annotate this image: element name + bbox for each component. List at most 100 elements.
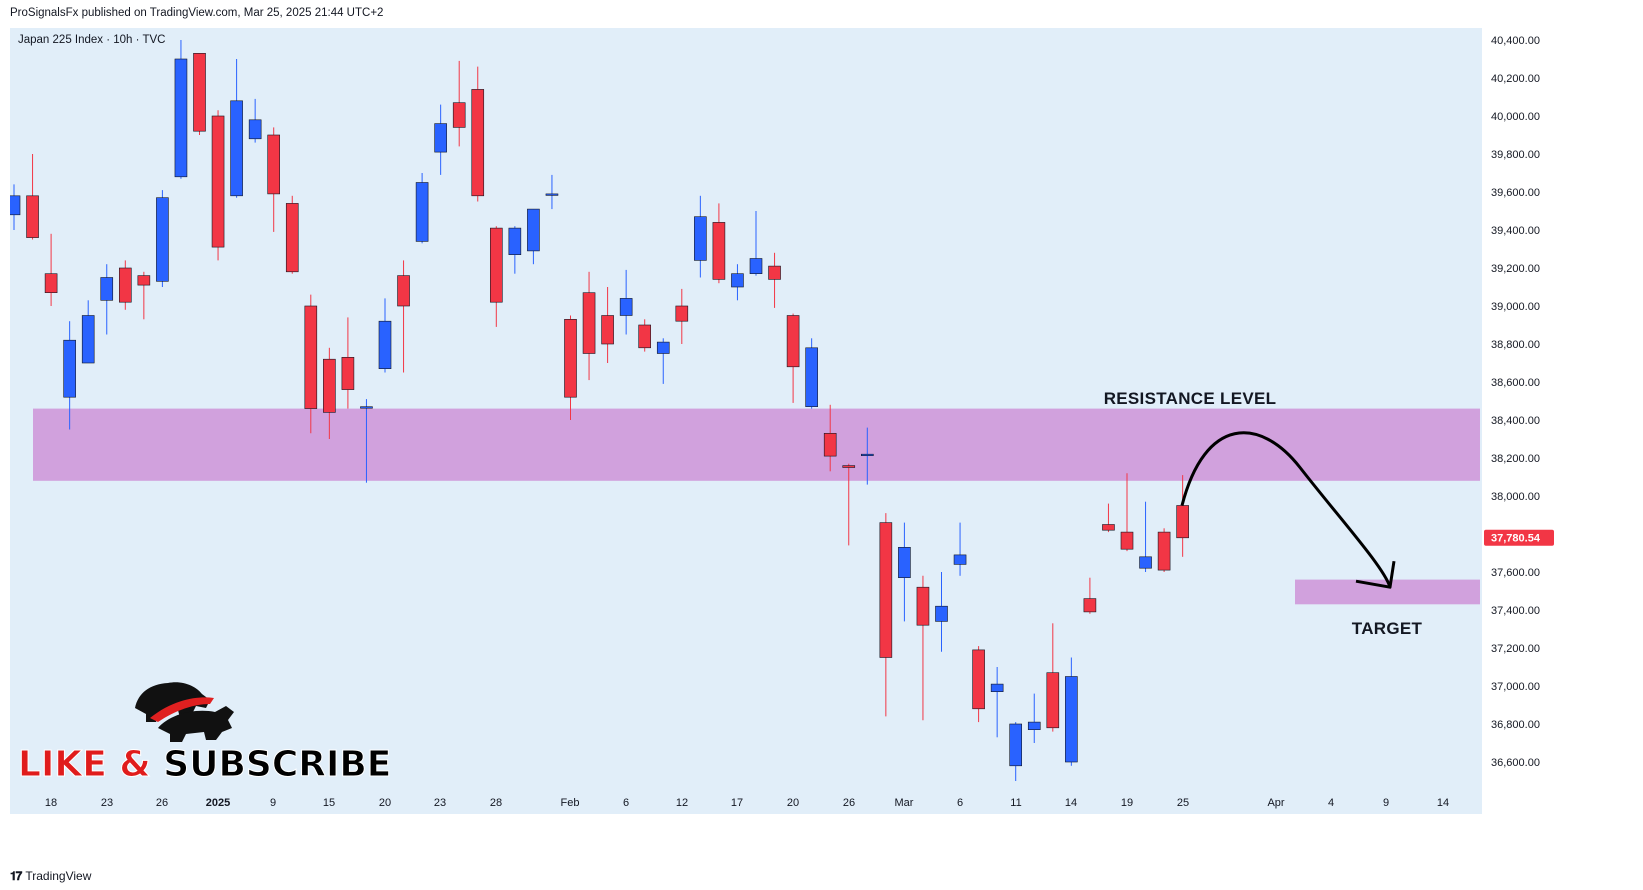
candle[interactable] [341, 317, 355, 409]
candle[interactable] [119, 260, 132, 310]
time-tick-label: 6 [957, 797, 963, 809]
candle-body [44, 273, 58, 293]
candle[interactable] [397, 260, 410, 373]
candle-body [489, 227, 503, 303]
candle[interactable] [26, 154, 39, 240]
candle[interactable] [601, 287, 614, 363]
candle[interactable] [508, 226, 522, 274]
candle[interactable] [230, 59, 243, 198]
candle[interactable] [545, 174, 559, 210]
candle[interactable] [1046, 623, 1060, 732]
candle[interactable] [489, 226, 503, 327]
candle[interactable] [193, 52, 206, 135]
candle[interactable] [156, 190, 169, 287]
candle[interactable] [1157, 528, 1171, 572]
candle[interactable] [100, 264, 114, 335]
candle-body [527, 208, 540, 252]
price-tick-label: 40,000.00 [1491, 111, 1540, 123]
candle[interactable] [1083, 577, 1097, 614]
candle-body [823, 432, 837, 457]
candle[interactable] [935, 572, 948, 652]
candle[interactable] [360, 399, 373, 483]
candle[interactable] [378, 298, 392, 373]
symbol-title: Japan 225 Index · 10h · TVC [18, 34, 166, 46]
candle[interactable] [137, 271, 151, 320]
candle[interactable] [527, 208, 540, 265]
candle[interactable] [768, 252, 781, 308]
candle[interactable] [285, 195, 299, 274]
candle[interactable] [323, 347, 336, 439]
candle[interactable] [211, 110, 225, 261]
candle[interactable] [471, 66, 485, 202]
candle[interactable] [582, 271, 596, 381]
candle-body [768, 265, 781, 280]
time-tick-label: 14 [1065, 797, 1077, 809]
projection-arrow [1180, 431, 1392, 588]
candle-body [230, 100, 243, 197]
candle[interactable] [638, 319, 652, 352]
candle[interactable] [267, 127, 281, 232]
candle[interactable] [63, 321, 76, 430]
resistance-zone[interactable] [33, 408, 1480, 481]
candle[interactable] [44, 233, 58, 306]
candle-body [1176, 505, 1189, 539]
candle-body [434, 123, 447, 153]
candle[interactable] [619, 269, 633, 335]
candle[interactable] [1009, 722, 1023, 781]
candlestick-chart[interactable]: 40,400.00 40,200.00 40,000.00 39,800.00 39,6… [10, 28, 1633, 858]
candle[interactable] [452, 60, 466, 147]
footer-branding[interactable]: 𝟏𝟕 TradingView [10, 868, 91, 884]
candle[interactable] [304, 294, 318, 434]
time-tick-label: 4 [1328, 797, 1334, 809]
candle[interactable] [675, 288, 689, 344]
candle[interactable] [972, 646, 985, 723]
red-swoosh [150, 697, 214, 722]
candle-body [193, 52, 206, 132]
candle[interactable] [805, 338, 818, 409]
candle[interactable] [786, 313, 800, 403]
price-tick-label: 39,800.00 [1491, 149, 1540, 161]
candle[interactable] [174, 40, 188, 179]
candle[interactable] [564, 315, 577, 421]
candle-body [990, 683, 1004, 692]
candle-body [508, 227, 522, 256]
candle[interactable] [694, 195, 707, 278]
candle[interactable] [953, 522, 967, 576]
candle[interactable] [415, 173, 429, 244]
candle-body [749, 258, 763, 274]
candle-body [1065, 676, 1078, 763]
candle[interactable] [842, 463, 856, 546]
chart-area[interactable]: 40,400.00 40,200.00 40,000.00 39,800.00 39,6… [10, 28, 1633, 858]
candle[interactable] [1065, 657, 1078, 766]
candle-body [1027, 721, 1041, 730]
candle[interactable] [10, 184, 21, 230]
candle-body [860, 453, 874, 457]
candle[interactable] [1102, 503, 1115, 533]
price-tick-label: 38,400.00 [1491, 415, 1540, 427]
candle-body [119, 267, 132, 303]
candle[interactable] [712, 203, 726, 284]
candle[interactable] [248, 98, 262, 143]
candle[interactable] [81, 300, 95, 364]
candle-body [471, 89, 485, 197]
candle[interactable] [1027, 693, 1041, 743]
price-tick-label: 37,200.00 [1491, 643, 1540, 655]
time-axis: 18 23 26 2025 9 15 20 23 28 Feb 6 12 17 20 26 Mar 6 11 14 1… [45, 797, 1449, 809]
candle[interactable] [860, 427, 874, 485]
candle[interactable] [990, 667, 1004, 738]
candle[interactable] [879, 513, 893, 717]
candle[interactable] [731, 264, 744, 301]
candle[interactable] [749, 211, 763, 276]
time-tick-label: 20 [787, 797, 799, 809]
candle-body [694, 216, 707, 261]
candle[interactable] [916, 575, 930, 721]
candle[interactable] [898, 522, 911, 622]
price-tick-label: 38,600.00 [1491, 377, 1540, 389]
candle-body [10, 195, 21, 216]
candle[interactable] [1139, 501, 1152, 572]
candle[interactable] [656, 338, 670, 384]
candle[interactable] [434, 104, 447, 175]
candle-body [601, 315, 614, 345]
candle[interactable] [823, 404, 837, 472]
candle[interactable] [1120, 473, 1134, 552]
